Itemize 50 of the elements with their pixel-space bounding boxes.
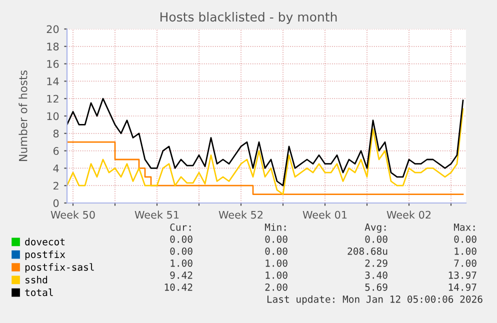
text: 9.42 bbox=[170, 271, 192, 279]
legend-label: postfix-sasl bbox=[25, 263, 94, 273]
text: 1.00 bbox=[170, 259, 192, 267]
y-tick-label: 18 bbox=[47, 42, 59, 51]
text: 13.97 bbox=[448, 271, 476, 279]
text: Avg: bbox=[364, 224, 386, 233]
text: 10.42 bbox=[164, 283, 192, 291]
x-tick-label: Week 51 bbox=[134, 210, 179, 219]
text: Cur: bbox=[170, 223, 191, 231]
y-tick-label: 20 bbox=[46, 25, 59, 34]
legend-label: dovecot bbox=[25, 238, 65, 246]
x-tick-label: Week 50 bbox=[50, 210, 95, 219]
text: 2.00 bbox=[265, 283, 288, 291]
text: 5.69 bbox=[365, 283, 388, 291]
text: 3.40 bbox=[365, 271, 388, 279]
y-tick-label: 2 bbox=[53, 182, 58, 190]
text: 0.00 bbox=[265, 247, 288, 255]
y-tick-label: 6 bbox=[53, 147, 59, 155]
line-series bbox=[67, 108, 464, 195]
text: 0.00 bbox=[170, 247, 192, 255]
y-tick-label: 10 bbox=[47, 112, 59, 120]
text: 0.00 bbox=[365, 235, 388, 243]
text: 1.00 bbox=[266, 271, 288, 279]
text: 1.00 bbox=[454, 247, 476, 255]
legend-label: postfix bbox=[25, 250, 66, 260]
y-tick-label: 0 bbox=[53, 199, 59, 208]
text: Last update: Mon Jan 12 05:00:06 2026 bbox=[267, 295, 482, 305]
y-tick-label: 4 bbox=[53, 164, 59, 172]
text: Max: bbox=[454, 224, 475, 231]
y-tick-label: 8 bbox=[53, 130, 59, 138]
text: 2.29 bbox=[365, 259, 388, 267]
x-tick-label: Week 01 bbox=[302, 210, 347, 219]
chart-title: Hosts blacklisted - by month bbox=[160, 12, 337, 24]
text: 0.00 bbox=[265, 235, 288, 243]
text: 7.00 bbox=[454, 259, 476, 267]
legend-label: total bbox=[25, 288, 53, 296]
legend-label: sshd bbox=[26, 276, 48, 284]
text: 1.00 bbox=[266, 259, 288, 267]
text: 0.00 bbox=[170, 235, 192, 243]
y-tick-label: 16 bbox=[47, 60, 59, 68]
text: 208.68u bbox=[348, 247, 388, 255]
x-tick-label: Week 52 bbox=[218, 210, 263, 219]
y-tick-label: 14 bbox=[47, 78, 59, 86]
y-tick-label: 12 bbox=[47, 94, 58, 103]
text: 0.00 bbox=[454, 235, 476, 243]
text: 14.97 bbox=[448, 283, 476, 291]
x-tick-label: Week 02 bbox=[386, 210, 431, 219]
y-axis-title: Number of hosts bbox=[18, 70, 28, 161]
line-series bbox=[67, 98, 464, 186]
text: Min: bbox=[264, 223, 286, 231]
